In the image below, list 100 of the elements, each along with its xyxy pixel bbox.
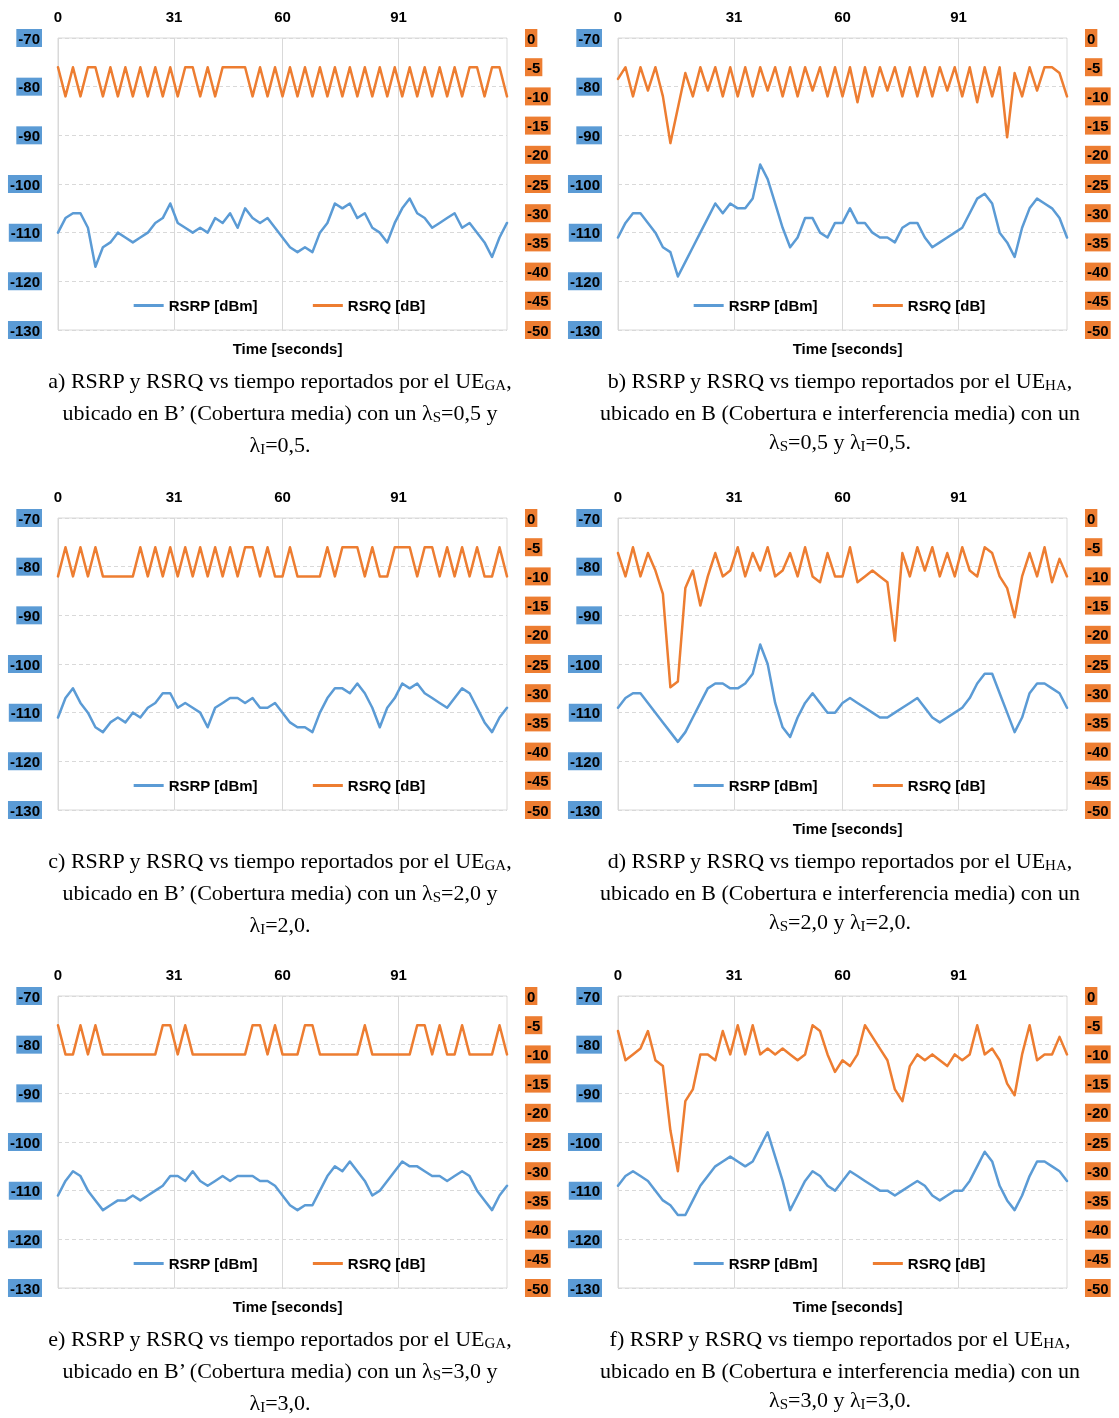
y-tick-label: -70 [578, 987, 600, 1005]
y-tick-label: -90 [578, 606, 600, 624]
y-tick-label: -100 [569, 1133, 600, 1151]
y-tick-label: -120 [9, 1230, 40, 1248]
x-tick-label: 31 [165, 488, 183, 505]
y-tick-label: -120 [9, 752, 40, 770]
y2-tick-label: -25 [1087, 175, 1109, 193]
y-tick-label: -70 [18, 29, 40, 47]
y2-tick-label: -40 [527, 263, 549, 281]
y2-tick-label: -5 [527, 1016, 541, 1034]
y-tick-label: -90 [578, 1084, 600, 1102]
line-series [616, 1131, 1069, 1217]
y2-tick-label: -20 [527, 626, 549, 644]
chart-title: a) RSRP y RSRQ vs tiempo reportados por el UE$_{GA}$, ubicado en B’ (Cobertura media) con un λ$_{S}$=0,5 y λ$_{I}$=0,5. [48, 368, 512, 457]
y2-tick-label: -30 [527, 1162, 549, 1180]
y2-tick-label: 0 [1087, 509, 1096, 527]
chart-title: e) RSRP y RSRQ vs tiempo reportados por el UE$_{GA}$, ubicado en B’ (Cobertura media) con un λ$_{S}$=3,0 y λ$_{I}$=3,0. [48, 1326, 512, 1415]
y2-tick-label: 0 [1087, 987, 1096, 1005]
x-tick-label: 60 [834, 8, 851, 25]
y-tick-label: -120 [569, 272, 600, 290]
line-series [616, 65, 1069, 145]
y-tick-label: -130 [9, 801, 40, 819]
y-tick-label: -110 [10, 1182, 40, 1200]
y-tick-label: -70 [578, 29, 600, 47]
y2-tick-label: -30 [1087, 684, 1109, 702]
y2-tick-label: -35 [1087, 1191, 1109, 1209]
y2-tick-label: -20 [1087, 626, 1109, 644]
y2-tick-label: -50 [527, 1279, 549, 1297]
y2-tick-label: 0 [527, 987, 536, 1005]
y2-tick-label: -20 [527, 1104, 549, 1122]
x-tick-label: 31 [725, 966, 743, 983]
y-tick-label: -130 [569, 801, 600, 819]
line-series [616, 643, 1069, 744]
x-tick-label: 60 [274, 8, 291, 25]
y2-tick-label: -25 [1087, 1133, 1109, 1151]
legend-label: RSRQ [dB] [347, 1255, 426, 1272]
y2-tick-label: -15 [527, 117, 549, 135]
y2-tick-label: -30 [1087, 1162, 1109, 1180]
y2-tick-label: -40 [1087, 263, 1109, 281]
y-tick-label: -90 [18, 606, 40, 624]
x-axis-title: Time [seconds] [792, 1298, 903, 1315]
legend-label: RSRQ [dB] [347, 777, 426, 794]
legend-label: RSRP [dBm] [168, 1255, 258, 1272]
chart-title: b) RSRP y RSRQ vs tiempo reportados por el UE$_{HA}$, ubicado en B (Cobertura e interferencia media) con un λ$_{S}$=0,5 y λ$_{I}$=0,5. [599, 368, 1081, 454]
y-tick-label: -120 [569, 1230, 600, 1248]
y2-tick-label: -35 [527, 233, 549, 251]
x-axis-title: Time [seconds] [232, 1298, 343, 1315]
x-tick-label: 91 [390, 488, 407, 505]
y-tick-label: -110 [570, 704, 600, 722]
line-series [56, 197, 509, 268]
y-tick-label: -130 [569, 1279, 600, 1297]
y2-tick-label: -5 [1087, 538, 1101, 556]
x-tick-label: 0 [613, 8, 623, 25]
y2-tick-label: -20 [1087, 1104, 1109, 1122]
y2-tick-label: -35 [1087, 713, 1109, 731]
y-tick-label: -120 [9, 272, 40, 290]
y2-tick-label: -5 [527, 58, 541, 76]
x-tick-label: 60 [834, 966, 851, 983]
x-tick-label: 0 [53, 488, 63, 505]
y-tick-label: -80 [578, 1036, 600, 1054]
x-tick-label: 31 [165, 8, 183, 25]
y2-tick-label: -5 [1087, 58, 1101, 76]
line-series [56, 1160, 509, 1212]
y2-tick-label: -30 [527, 684, 549, 702]
y2-tick-label: -45 [527, 292, 549, 310]
y-tick-label: -130 [569, 321, 600, 339]
x-tick-label: 0 [53, 8, 63, 25]
y-tick-label: -80 [18, 1036, 40, 1054]
legend-label: RSRP [dBm] [728, 1255, 818, 1272]
x-tick-label: 91 [950, 8, 967, 25]
y2-tick-label: -45 [527, 1250, 549, 1268]
line-series [616, 545, 1069, 689]
y2-tick-label: -30 [1087, 204, 1109, 222]
y2-tick-label: -15 [527, 597, 549, 615]
x-axis-title: Time [seconds] [232, 340, 343, 357]
x-tick-label: 0 [613, 966, 623, 983]
y2-tick-label: -45 [1087, 1250, 1109, 1268]
x-tick-label: 60 [274, 488, 291, 505]
y2-tick-label: -35 [1087, 233, 1109, 251]
x-tick-label: 60 [834, 488, 851, 505]
y-tick-label: -110 [10, 704, 40, 722]
y2-tick-label: -40 [1087, 743, 1109, 761]
line-series [616, 1023, 1069, 1173]
y-tick-label: -110 [10, 224, 40, 242]
legend-label: RSRP [dBm] [728, 777, 818, 794]
x-tick-label: 91 [950, 488, 967, 505]
y2-tick-label: -5 [1087, 1016, 1101, 1034]
x-tick-label: 0 [53, 966, 63, 983]
legend-label: RSRP [dBm] [168, 777, 258, 794]
y-tick-label: -70 [578, 509, 600, 527]
y2-tick-label: -35 [527, 1191, 549, 1209]
y2-tick-label: -10 [527, 87, 549, 105]
x-tick-label: 31 [725, 8, 743, 25]
y2-tick-label: -25 [527, 655, 549, 673]
y2-tick-label: -25 [527, 175, 549, 193]
y2-tick-label: -10 [1087, 1045, 1109, 1063]
x-tick-label: 60 [274, 966, 291, 983]
x-tick-label: 31 [725, 488, 743, 505]
y2-tick-label: -10 [527, 567, 549, 585]
y-tick-label: -130 [9, 1279, 40, 1297]
